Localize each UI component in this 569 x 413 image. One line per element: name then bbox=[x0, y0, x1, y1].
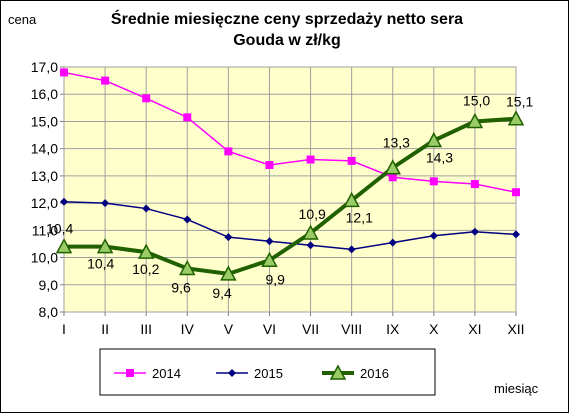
x-tick-label: III bbox=[140, 321, 152, 337]
x-tick-label: VI bbox=[263, 321, 276, 337]
diamond-marker bbox=[306, 241, 315, 250]
diamond-marker bbox=[470, 227, 479, 236]
square-marker bbox=[470, 180, 479, 189]
x-tick-label: VIII bbox=[341, 321, 362, 337]
data-label: 15,0 bbox=[463, 92, 490, 108]
y-tick-label: 10,0 bbox=[31, 250, 58, 266]
series-line-2014 bbox=[63, 71, 517, 193]
diamond-marker bbox=[429, 231, 438, 240]
square-marker bbox=[142, 94, 151, 103]
triangle-marker bbox=[55, 238, 73, 254]
data-labels: 10,4 10,4 10,2 9,6 9,4 9,9 10,9 12,1 13,3 14,3 15,… bbox=[46, 92, 533, 300]
legend-label-2016: 2016 bbox=[360, 366, 389, 381]
data-label: 9,4 bbox=[212, 285, 232, 301]
triangle-marker bbox=[384, 159, 401, 175]
x-tick-label: V bbox=[224, 321, 234, 337]
x-tick-label: IX bbox=[386, 321, 400, 337]
grid bbox=[60, 66, 517, 316]
square-marker bbox=[306, 155, 315, 164]
x-tick-label: XII bbox=[507, 321, 524, 337]
legend-label-2014: 2014 bbox=[152, 366, 181, 381]
data-label: 10,4 bbox=[87, 256, 114, 272]
triangle-marker bbox=[261, 251, 278, 268]
triangle-marker bbox=[96, 238, 114, 254]
triangle-marker bbox=[329, 364, 347, 380]
x-tick-label: XI bbox=[468, 321, 481, 337]
square-marker bbox=[126, 369, 134, 377]
data-label: 14,3 bbox=[426, 150, 453, 166]
data-label: 10,2 bbox=[132, 261, 159, 277]
x-tick-label: I bbox=[62, 321, 66, 337]
x-tick-label: VII bbox=[302, 321, 319, 337]
legend: 2014 2015 2016 bbox=[114, 364, 389, 381]
plot-area bbox=[63, 66, 517, 313]
x-tick-label: II bbox=[101, 321, 109, 337]
x-tick-labels: I II III IV V VI VII VIII IX X XI XII bbox=[62, 321, 525, 337]
square-marker bbox=[101, 76, 110, 85]
data-label: 12,1 bbox=[346, 209, 373, 225]
diamond-marker bbox=[60, 197, 68, 206]
diamond-marker bbox=[142, 204, 151, 213]
diamond-marker bbox=[388, 238, 397, 247]
data-label: 10,9 bbox=[299, 206, 326, 222]
diamond-marker bbox=[512, 230, 520, 239]
square-marker bbox=[265, 161, 274, 169]
diamond-marker bbox=[347, 245, 356, 254]
square-marker bbox=[347, 156, 356, 165]
triangle-marker bbox=[302, 224, 319, 240]
diamond-marker bbox=[265, 237, 274, 246]
y-tick-label: 15,0 bbox=[31, 113, 58, 129]
square-marker bbox=[224, 147, 233, 156]
data-label: 10,4 bbox=[46, 221, 73, 237]
y-tick-label: 13,0 bbox=[31, 168, 58, 184]
series-line-2016 bbox=[64, 116, 517, 276]
y-axis-label: cena bbox=[8, 12, 37, 27]
y-tick-label: 12,0 bbox=[31, 195, 58, 211]
diamond-marker bbox=[224, 233, 233, 242]
data-label: 15,1 bbox=[506, 94, 533, 110]
y-tick-label: 14,0 bbox=[31, 141, 58, 157]
x-tick-label: X bbox=[429, 321, 439, 337]
square-marker bbox=[429, 177, 438, 186]
legend-box bbox=[99, 348, 436, 396]
y-tick-label: 8,0 bbox=[39, 304, 59, 320]
chart-title-line-1: Średnie miesięczne ceny sprzedaży netto … bbox=[111, 9, 463, 28]
x-axis-label: miesiąc bbox=[494, 381, 539, 396]
square-marker bbox=[512, 188, 520, 197]
triangle-marker bbox=[343, 191, 360, 208]
y-tick-label: 16,0 bbox=[31, 86, 58, 102]
diamond-marker bbox=[101, 199, 110, 208]
square-marker bbox=[388, 173, 397, 182]
y-tick-labels: 8,0 9,0 10,0 11,0 12,0 13,0 14,0 15,0 16,0 17,0 bbox=[31, 59, 58, 320]
square-marker bbox=[60, 68, 68, 77]
triangle-marker bbox=[179, 259, 196, 276]
data-label: 9,9 bbox=[265, 271, 285, 287]
data-label: 13,3 bbox=[383, 135, 410, 151]
diamond-marker bbox=[228, 369, 236, 377]
y-tick-label: 17,0 bbox=[31, 59, 58, 75]
series-line-2015 bbox=[63, 201, 517, 251]
series bbox=[55, 68, 525, 281]
diamond-marker bbox=[183, 215, 192, 224]
x-tick-label: IV bbox=[181, 321, 195, 337]
data-label: 9,6 bbox=[171, 279, 191, 295]
triangle-marker bbox=[425, 131, 443, 148]
chart-title-line-2: Gouda w zł/kg bbox=[233, 32, 341, 49]
triangle-marker bbox=[220, 265, 237, 281]
y-tick-label: 11,0 bbox=[32, 222, 58, 238]
triangle-marker bbox=[466, 112, 484, 129]
square-marker bbox=[183, 113, 192, 122]
triangle-marker bbox=[507, 110, 525, 126]
legend-label-2015: 2015 bbox=[254, 366, 283, 381]
triangle-marker bbox=[137, 243, 155, 259]
y-tick-label: 9,0 bbox=[39, 277, 59, 293]
